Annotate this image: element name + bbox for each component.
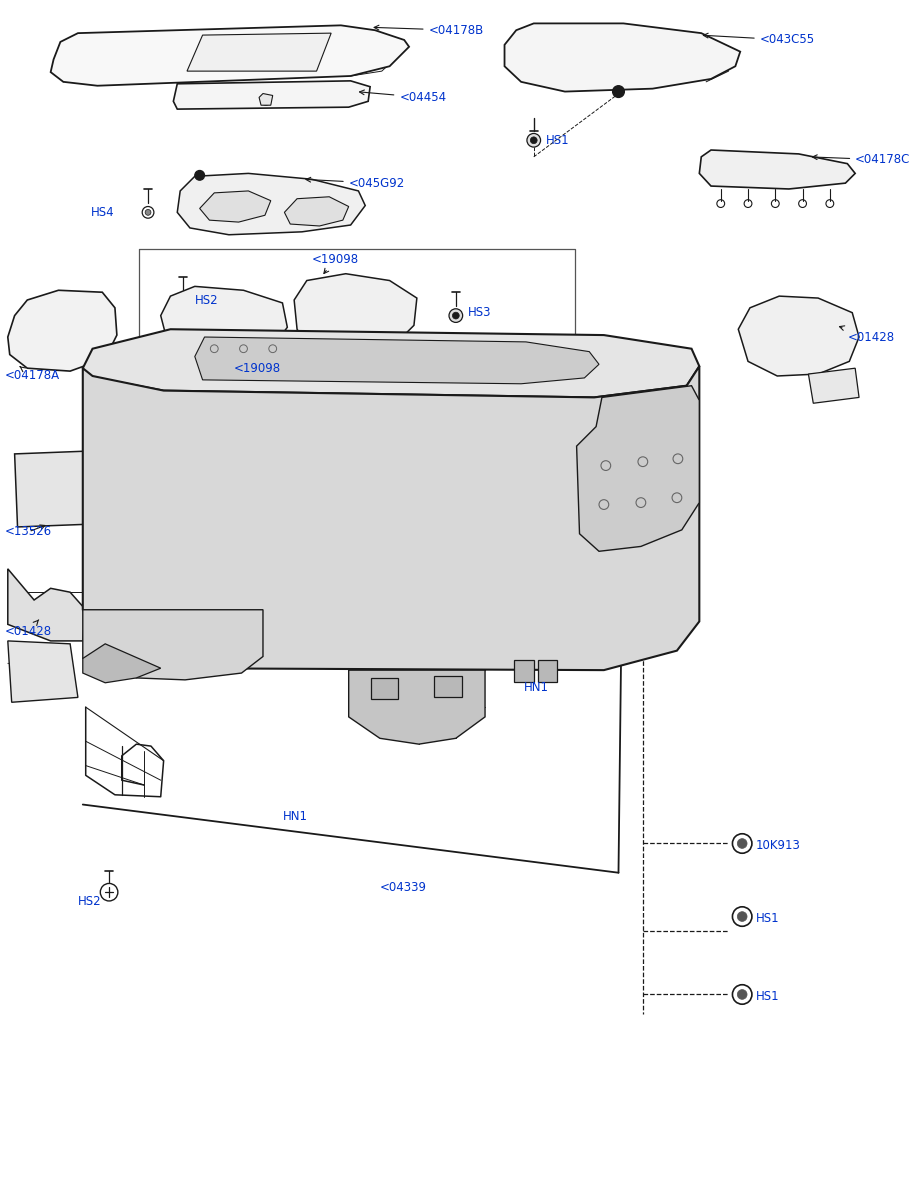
Text: 10K913: 10K913 (756, 839, 801, 852)
Text: <04454: <04454 (359, 90, 446, 104)
Circle shape (530, 137, 537, 144)
Polygon shape (50, 25, 409, 85)
Polygon shape (8, 290, 117, 371)
Polygon shape (82, 329, 699, 397)
Text: <04339: <04339 (380, 881, 427, 894)
Polygon shape (738, 296, 859, 376)
Polygon shape (173, 80, 370, 109)
Polygon shape (195, 337, 599, 384)
Polygon shape (259, 94, 273, 106)
Polygon shape (294, 274, 417, 352)
Polygon shape (371, 678, 398, 700)
Text: <043C55: <043C55 (703, 34, 815, 47)
Polygon shape (8, 569, 86, 641)
Text: HS3: HS3 (467, 306, 491, 319)
Polygon shape (15, 449, 144, 527)
Text: <01428: <01428 (5, 619, 52, 637)
Polygon shape (349, 670, 485, 744)
Circle shape (737, 912, 747, 922)
Text: Scuderia: Scuderia (168, 482, 671, 679)
Text: HS1: HS1 (756, 990, 780, 1003)
Circle shape (145, 210, 151, 215)
Text: <19098: <19098 (311, 253, 359, 274)
Circle shape (453, 312, 459, 319)
Text: <045G92: <045G92 (306, 176, 405, 190)
Text: <01428: <01428 (839, 326, 895, 343)
Circle shape (737, 839, 747, 848)
Polygon shape (538, 660, 557, 682)
Circle shape (449, 308, 463, 323)
Polygon shape (82, 610, 263, 680)
Text: HS2: HS2 (78, 895, 102, 908)
Text: HS1: HS1 (545, 133, 569, 146)
Polygon shape (82, 366, 699, 670)
Text: <13526: <13526 (5, 524, 52, 539)
Circle shape (180, 298, 186, 302)
Text: <04178C: <04178C (812, 154, 911, 167)
Polygon shape (187, 34, 332, 71)
Polygon shape (8, 641, 78, 702)
Polygon shape (809, 368, 859, 403)
Polygon shape (699, 150, 856, 188)
Text: <04178B: <04178B (374, 24, 484, 37)
Circle shape (178, 294, 189, 306)
Text: <19098: <19098 (234, 361, 281, 374)
Polygon shape (200, 191, 271, 222)
Circle shape (195, 170, 204, 180)
Text: <04178A: <04178A (5, 367, 60, 383)
Text: HN1: HN1 (282, 810, 308, 823)
Text: HS1: HS1 (756, 912, 780, 925)
Polygon shape (576, 385, 699, 551)
Polygon shape (284, 197, 349, 226)
Circle shape (613, 85, 625, 97)
Circle shape (737, 990, 747, 1000)
Polygon shape (82, 644, 160, 683)
Text: HS2: HS2 (195, 294, 218, 306)
Text: HS4: HS4 (92, 206, 114, 218)
Polygon shape (514, 660, 534, 682)
Text: HN1: HN1 (524, 682, 549, 694)
Text: r a r e   p a r t s: r a r e p a r t s (321, 626, 517, 650)
Polygon shape (505, 23, 740, 91)
Polygon shape (178, 173, 365, 235)
Polygon shape (160, 287, 288, 356)
Circle shape (527, 133, 540, 148)
Polygon shape (434, 676, 462, 697)
